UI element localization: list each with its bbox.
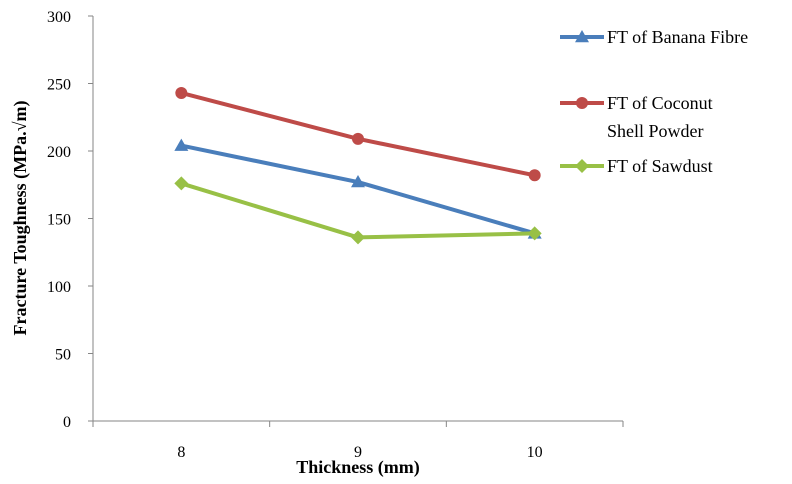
y-tick-label: 100 [47,279,71,296]
series-line [180,143,536,236]
x-axis-title: Thickness (mm) [296,457,420,478]
y-tick-label: 200 [47,144,71,161]
y-tick-label: 50 [55,347,71,364]
data-point [527,226,542,241]
series-2 [175,86,541,182]
legend-swatch-marker [575,159,589,173]
series-layer [174,86,542,245]
legend-swatch-marker [575,30,589,43]
x-tick-label: 10 [527,444,543,461]
data-point [174,138,189,151]
legend-item: FT of Banana Fibre [560,27,748,47]
legend-swatch-marker [576,97,588,109]
data-point [528,169,541,182]
series-line [180,181,535,240]
legend: FT of Banana Fibre FT of Coconut Shell Pow… [560,27,748,176]
y-tick-label: 250 [47,77,71,94]
legend-item: FT of Coconut Shell Powder [560,93,713,141]
legend-item: FT of Sawdust [560,156,713,176]
series-1 [174,138,542,239]
data-point [174,176,189,191]
x-tick-label: 9 [354,444,362,461]
data-point [175,86,188,99]
y-axis-title: Fracture Toughness (MPa.√m) [10,100,31,335]
x-axis-ticks: 8 9 10 [92,421,624,461]
series-3 [174,176,542,245]
x-tick-label: 8 [177,444,185,461]
legend-label: FT of Sawdust [607,156,713,176]
y-tick-label: 150 [47,212,71,229]
data-point [351,175,365,188]
y-tick-label: 300 [47,9,71,26]
legend-label: FT of Coconut [607,93,713,113]
y-axis-ticks: 0 50 100 150 200 250 300 [47,9,93,431]
y-tick-label: 0 [63,414,71,431]
legend-label: Shell Powder [607,121,704,141]
data-point [351,230,365,245]
legend-label: FT of Banana Fibre [607,27,748,47]
data-point [352,132,364,145]
